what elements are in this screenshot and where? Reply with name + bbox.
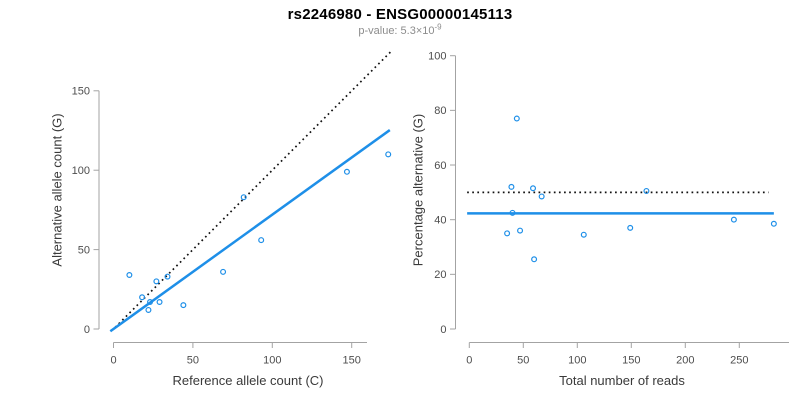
subtitle-pvalue-text: p-value: 5.3×10 xyxy=(358,25,435,37)
data-point xyxy=(730,216,737,223)
data-point xyxy=(504,230,511,237)
data-point xyxy=(126,272,133,279)
x-tick-label: 50 xyxy=(517,355,529,367)
data-point xyxy=(530,185,537,192)
y-tick-label: 60 xyxy=(434,160,446,172)
y-tick-label: 50 xyxy=(78,244,90,256)
data-point xyxy=(627,224,634,231)
x-tick-label: 200 xyxy=(676,355,694,367)
data-point xyxy=(385,151,392,158)
data-point xyxy=(508,183,515,190)
data-point xyxy=(580,231,587,238)
y-tick-label: 100 xyxy=(428,51,446,63)
y-tick-label: 0 xyxy=(84,324,90,336)
y-tick-label: 40 xyxy=(434,214,446,226)
data-point xyxy=(153,278,160,285)
data-point xyxy=(139,294,146,301)
dotted-reference-line xyxy=(114,51,392,329)
x-tick-label: 50 xyxy=(187,355,199,367)
y-tick-label: 0 xyxy=(440,324,446,336)
fit-line xyxy=(109,129,391,333)
data-point xyxy=(240,194,247,201)
data-point xyxy=(258,237,265,244)
data-point xyxy=(156,299,163,306)
data-point xyxy=(220,268,227,275)
subtitle-pvalue-exponent: -9 xyxy=(434,22,442,32)
data-point xyxy=(517,227,524,234)
data-point xyxy=(147,299,154,306)
y-tick-label: 80 xyxy=(434,105,446,117)
plot-subtitle: p-value: 5.3×10-9 xyxy=(0,22,800,37)
y-tick-label: 100 xyxy=(72,165,90,177)
data-point xyxy=(770,220,777,227)
data-point xyxy=(531,256,538,263)
data-point xyxy=(145,306,152,313)
data-point xyxy=(343,168,350,175)
x-tick-label: 100 xyxy=(568,355,586,367)
right-xaxis-label: Total number of reads xyxy=(559,373,685,388)
data-point xyxy=(513,115,520,122)
x-tick-label: 100 xyxy=(263,355,281,367)
data-point xyxy=(643,187,650,194)
x-tick-label: 250 xyxy=(730,355,748,367)
y-tick-label: 20 xyxy=(434,269,446,281)
left-yaxis-label: Alternative allele count (G) xyxy=(49,113,65,267)
x-tick-label: 150 xyxy=(622,355,640,367)
x-tick-label: 0 xyxy=(110,355,116,367)
x-tick-label: 0 xyxy=(466,355,472,367)
left-xaxis-label: Reference allele count (C) xyxy=(172,373,324,388)
plot-title: rs2246980 - ENSG00000145113 xyxy=(287,6,513,23)
data-point xyxy=(509,209,516,216)
right-yaxis-label: Percentage alternative (G) xyxy=(410,113,426,267)
data-point xyxy=(164,273,171,280)
x-tick-label: 150 xyxy=(343,355,361,367)
data-point xyxy=(180,302,187,309)
y-tick-label: 150 xyxy=(72,86,90,98)
data-point xyxy=(538,193,545,200)
